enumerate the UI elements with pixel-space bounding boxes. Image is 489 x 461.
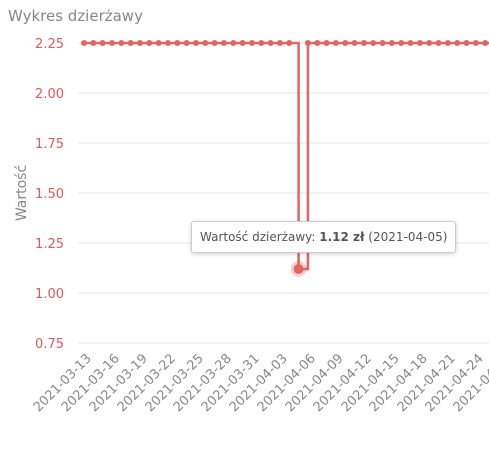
point — [108, 40, 115, 46]
point — [351, 40, 358, 46]
point — [342, 40, 349, 46]
point — [398, 40, 405, 46]
point — [81, 40, 87, 46]
point — [472, 40, 479, 46]
tooltip-date: (2021-04-05) — [368, 230, 448, 244]
point — [211, 40, 218, 46]
y-tick-label: 1.75 — [35, 137, 64, 152]
point — [164, 40, 171, 46]
point — [248, 40, 255, 46]
point — [379, 40, 386, 46]
point — [435, 40, 442, 46]
point — [258, 40, 265, 46]
point — [239, 40, 246, 46]
y-tick-label: 1.00 — [35, 287, 64, 302]
point — [314, 40, 321, 46]
point — [407, 40, 414, 46]
point — [360, 40, 367, 46]
point — [454, 40, 461, 46]
point — [426, 40, 433, 46]
point — [90, 40, 97, 46]
point — [304, 40, 311, 46]
point — [323, 40, 330, 46]
point — [183, 40, 190, 46]
point — [286, 40, 293, 46]
y-tick-label: 2.25 — [35, 37, 64, 52]
plot: 2021-03-132021-03-162021-03-192021-03-22… — [31, 40, 489, 415]
point — [202, 40, 209, 46]
point — [146, 40, 153, 46]
point — [463, 40, 470, 46]
point — [444, 40, 451, 46]
tooltip-label: Wartość dzierżawy: — [200, 230, 316, 244]
point — [118, 40, 125, 46]
y-tick-label: 1.50 — [35, 187, 64, 202]
point — [220, 40, 227, 46]
point — [276, 40, 283, 46]
y-axis-label: Wartość — [14, 165, 30, 221]
point — [293, 264, 304, 274]
y-tick-label: 0.75 — [35, 337, 64, 352]
y-tick-label: 2.00 — [35, 87, 64, 102]
tooltip: Wartość dzierżawy: 1.12 zł (2021-04-05) — [191, 221, 457, 253]
y-tick-label: 1.25 — [35, 237, 64, 252]
tooltip-value: 1.12 zł — [319, 230, 365, 244]
point — [174, 40, 181, 46]
point — [230, 40, 237, 46]
chart-title: Wykres dzierżawy — [8, 7, 143, 25]
point — [416, 40, 423, 46]
point — [155, 40, 162, 46]
point — [127, 40, 134, 46]
point — [136, 40, 143, 46]
point — [99, 40, 106, 46]
point — [192, 40, 199, 46]
point — [267, 40, 274, 46]
point — [332, 40, 339, 46]
point — [370, 40, 377, 46]
point — [482, 40, 489, 46]
point — [388, 40, 395, 46]
